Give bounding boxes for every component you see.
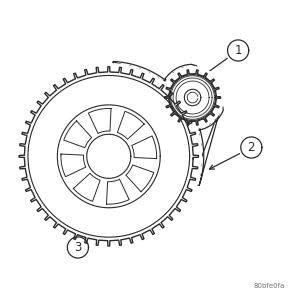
Polygon shape <box>74 173 100 201</box>
Circle shape <box>164 108 168 112</box>
Polygon shape <box>28 76 190 237</box>
Circle shape <box>173 72 177 76</box>
Circle shape <box>197 142 201 147</box>
Circle shape <box>162 88 166 93</box>
Circle shape <box>214 113 218 117</box>
Circle shape <box>206 100 210 104</box>
Circle shape <box>170 149 175 153</box>
Circle shape <box>192 123 196 127</box>
Circle shape <box>162 83 166 87</box>
Circle shape <box>187 93 191 97</box>
Circle shape <box>209 101 213 105</box>
Circle shape <box>118 64 122 68</box>
Circle shape <box>159 82 163 86</box>
Text: 1: 1 <box>234 44 242 57</box>
Circle shape <box>216 103 220 107</box>
Polygon shape <box>111 61 223 185</box>
Circle shape <box>136 100 140 104</box>
Circle shape <box>118 75 123 79</box>
Circle shape <box>140 75 145 79</box>
Circle shape <box>163 83 168 87</box>
Text: 3: 3 <box>74 241 82 254</box>
Circle shape <box>166 79 170 83</box>
Circle shape <box>176 158 180 162</box>
Circle shape <box>150 78 154 83</box>
Circle shape <box>198 153 202 157</box>
Circle shape <box>122 68 126 72</box>
Circle shape <box>188 125 192 129</box>
Polygon shape <box>162 67 223 128</box>
Polygon shape <box>117 111 144 139</box>
Polygon shape <box>64 121 92 148</box>
Circle shape <box>146 72 151 76</box>
Circle shape <box>197 74 201 78</box>
Polygon shape <box>170 75 216 120</box>
Polygon shape <box>88 109 111 133</box>
Polygon shape <box>132 136 157 159</box>
Circle shape <box>182 166 186 170</box>
Text: 80bfe0fa: 80bfe0fa <box>254 283 285 289</box>
Circle shape <box>165 141 169 145</box>
Circle shape <box>115 65 119 69</box>
Polygon shape <box>16 64 201 249</box>
Circle shape <box>178 89 182 93</box>
Circle shape <box>153 124 157 129</box>
Circle shape <box>193 182 198 186</box>
Circle shape <box>188 114 193 118</box>
Polygon shape <box>61 154 86 177</box>
Circle shape <box>155 77 159 81</box>
Circle shape <box>112 64 116 68</box>
Circle shape <box>130 92 134 96</box>
Circle shape <box>161 99 166 103</box>
Circle shape <box>199 97 203 101</box>
Circle shape <box>191 66 196 70</box>
Circle shape <box>137 68 141 73</box>
Polygon shape <box>106 179 129 204</box>
Circle shape <box>134 72 138 76</box>
Polygon shape <box>126 165 154 192</box>
Circle shape <box>195 132 199 137</box>
Circle shape <box>178 97 182 101</box>
Circle shape <box>124 68 128 73</box>
Circle shape <box>170 116 174 121</box>
Circle shape <box>203 82 207 86</box>
Circle shape <box>159 133 163 137</box>
Circle shape <box>178 122 182 126</box>
Polygon shape <box>184 89 201 106</box>
Circle shape <box>197 96 201 100</box>
Circle shape <box>181 68 186 72</box>
Circle shape <box>143 76 147 80</box>
Circle shape <box>124 83 128 88</box>
Circle shape <box>218 104 222 109</box>
Circle shape <box>113 67 117 71</box>
Circle shape <box>127 65 132 70</box>
Circle shape <box>215 99 219 103</box>
Circle shape <box>152 79 157 83</box>
Circle shape <box>198 163 202 167</box>
Circle shape <box>198 124 202 128</box>
Circle shape <box>147 116 151 121</box>
Circle shape <box>131 71 135 75</box>
Circle shape <box>209 91 213 95</box>
Text: 2: 2 <box>248 141 255 154</box>
Circle shape <box>141 108 146 112</box>
Circle shape <box>207 120 211 124</box>
Circle shape <box>188 174 192 178</box>
Circle shape <box>181 90 185 94</box>
Circle shape <box>196 173 200 177</box>
Circle shape <box>183 105 188 109</box>
Circle shape <box>171 89 175 94</box>
Circle shape <box>190 94 194 98</box>
Circle shape <box>171 86 176 91</box>
Circle shape <box>168 86 173 90</box>
